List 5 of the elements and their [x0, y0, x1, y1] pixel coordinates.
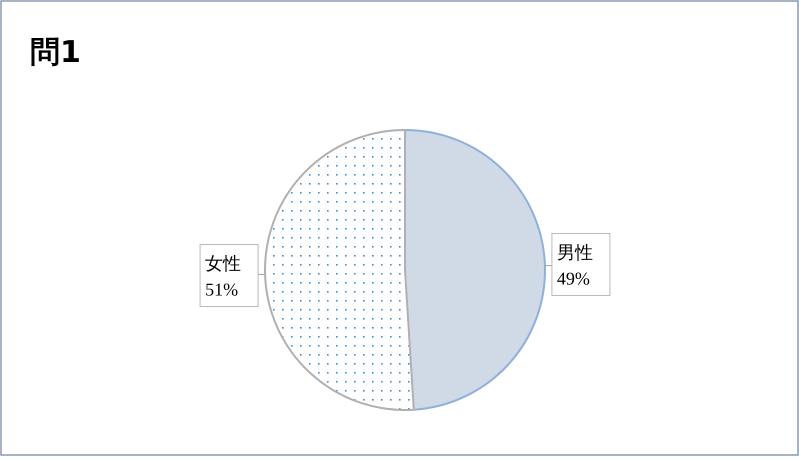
slice-label: 男性: [556, 242, 593, 264]
chart-title: 問1: [30, 35, 81, 70]
data-label: 49%: [556, 268, 590, 288]
slice-label: 女性: [205, 254, 242, 275]
data-label: 51%: [205, 280, 238, 300]
